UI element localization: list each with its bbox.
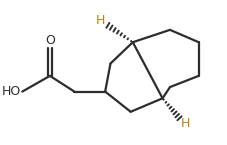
Text: HO: HO <box>2 85 21 98</box>
Text: H: H <box>96 14 106 27</box>
Text: O: O <box>45 34 55 47</box>
Text: H: H <box>181 117 191 130</box>
